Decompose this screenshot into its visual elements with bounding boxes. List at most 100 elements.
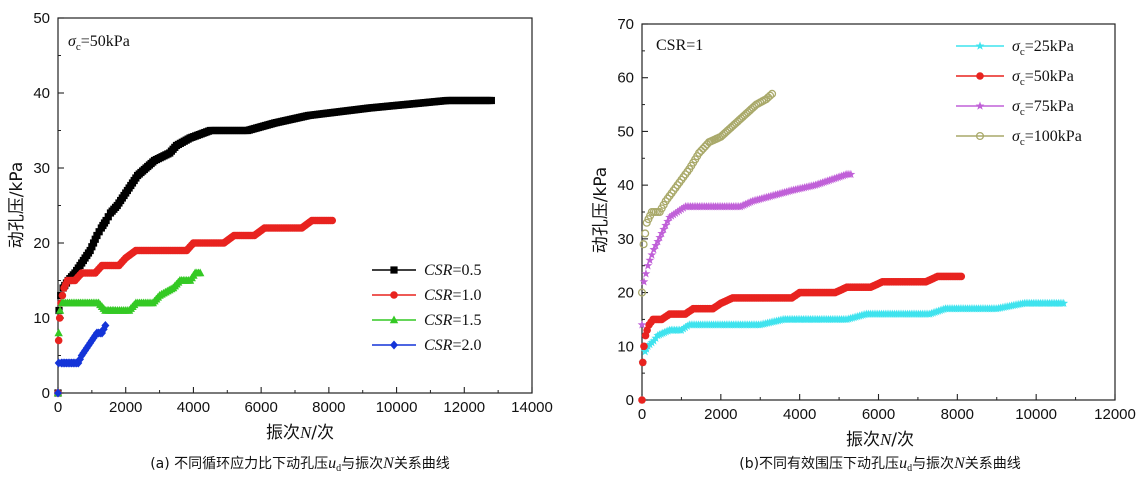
- data-point: [637, 320, 647, 329]
- x-tick-label: 6000: [244, 399, 277, 416]
- legend-label: CSR=1.5: [424, 312, 481, 329]
- legend-label: CSR=2.0: [424, 337, 481, 354]
- x-tick-label: 14000: [511, 399, 553, 416]
- y-tick-label: 60: [617, 70, 634, 87]
- data-point: [89, 239, 98, 247]
- x-tick-label: 8000: [312, 399, 345, 416]
- y-tick-label: 10: [617, 338, 634, 355]
- legend-marker: [976, 72, 984, 80]
- data-point: [639, 277, 649, 286]
- series-1: [54, 216, 337, 397]
- data-point: [677, 325, 686, 334]
- data-point: [639, 240, 648, 249]
- legend-marker: [390, 291, 398, 299]
- x-axis-label: 振次N/次: [846, 430, 914, 450]
- data-point: [682, 321, 692, 330]
- legend-item: σc=100kPa: [956, 128, 1082, 148]
- data-point: [665, 212, 674, 222]
- y-axis-label: 动孔压/kPa: [7, 162, 27, 248]
- legend-label: CSR=1.0: [424, 287, 481, 304]
- series-2: [637, 169, 856, 329]
- legend-label: σc=25kPa: [1012, 38, 1074, 58]
- data-point: [651, 240, 661, 250]
- data-point: [653, 236, 663, 246]
- data-point: [669, 210, 678, 219]
- x-tick-label: 10000: [376, 399, 418, 416]
- figure-caption: (a) 不同循环应力比下动孔压ud与振次N关系曲线: [150, 455, 450, 474]
- x-tick-label: 6000: [862, 406, 895, 423]
- legend-label: σc=100kPa: [1012, 128, 1082, 148]
- data-point: [766, 91, 775, 100]
- data-point: [54, 328, 63, 337]
- legend-item: σc=25kPa: [956, 38, 1074, 58]
- data-point: [667, 211, 676, 220]
- data-point: [104, 213, 112, 221]
- data-point: [58, 291, 67, 300]
- x-tick-label: 4000: [783, 406, 816, 423]
- data-point: [101, 321, 110, 330]
- legend-marker: [390, 266, 398, 274]
- condition-annotation: σc=50kPa: [68, 33, 130, 53]
- data-point: [675, 206, 684, 215]
- x-tick-label: 0: [638, 406, 646, 423]
- chart-panel-b: 0 2000 4000 6000 8000 10000 12000 0 10 20 30 40 50 60…: [591, 16, 1136, 450]
- data-point: [647, 250, 657, 259]
- data-point: [88, 243, 96, 251]
- data-point: [673, 207, 682, 216]
- data-point: [638, 358, 647, 367]
- data-point: [659, 224, 669, 234]
- legend-marker: [975, 41, 985, 50]
- data-point: [679, 203, 688, 212]
- legend-marker: [389, 315, 399, 324]
- data-point: [95, 228, 103, 236]
- series-0: [637, 298, 1069, 404]
- x-tick-label: 2000: [704, 406, 737, 423]
- data-point: [846, 169, 856, 179]
- data-point: [957, 272, 966, 281]
- data-point: [55, 306, 65, 314]
- chart-panel-a: 0 2000 4000 6000 8000 10000 12000 14000 0 10 20 30 4…: [7, 10, 553, 443]
- data-point: [645, 255, 655, 265]
- legend-label: CSR=0.5: [424, 262, 481, 279]
- y-tick-label: 40: [617, 177, 634, 194]
- legend-item: σc=50kPa: [956, 68, 1074, 88]
- data-point: [655, 232, 665, 242]
- data-point: [643, 261, 653, 270]
- legend-marker: [975, 101, 985, 110]
- y-axis-label: 动孔压/kPa: [591, 167, 611, 253]
- data-point: [677, 204, 686, 214]
- data-point: [661, 220, 671, 230]
- data-point: [54, 336, 63, 345]
- legend-item: CSR=0.5: [372, 262, 481, 279]
- y-tick-label: 40: [33, 85, 50, 102]
- y-tick-label: 20: [33, 235, 50, 252]
- data-point: [55, 314, 64, 322]
- data-point: [637, 288, 647, 297]
- data-point: [680, 322, 690, 332]
- data-point: [663, 216, 672, 226]
- x-tick-label: 12000: [1094, 406, 1136, 423]
- legend-item: σc=75kPa: [956, 98, 1074, 118]
- y-tick-label: 30: [33, 160, 50, 177]
- y-tick-label: 20: [617, 285, 634, 302]
- data-point: [641, 229, 650, 238]
- y-tick-label: 0: [626, 392, 634, 409]
- legend-marker: [975, 131, 985, 141]
- series-1: [638, 272, 966, 404]
- legend-item: CSR=1.5: [372, 312, 481, 329]
- y-tick-label: 50: [617, 123, 634, 140]
- data-point: [86, 246, 94, 255]
- x-tick-label: 10000: [1015, 406, 1057, 423]
- x-tick-label: 8000: [941, 406, 974, 423]
- data-point: [649, 245, 659, 254]
- x-tick-label: 2000: [109, 399, 142, 416]
- data-point: [679, 324, 688, 333]
- series-3: [637, 89, 777, 297]
- series-3: [54, 321, 110, 398]
- y-tick-label: 0: [42, 385, 50, 402]
- data-point: [1059, 298, 1069, 308]
- x-axis-label: 振次N/次: [266, 423, 334, 443]
- legend-item: CSR=2.0: [372, 337, 481, 354]
- legend-label: σc=75kPa: [1012, 98, 1074, 118]
- data-point: [768, 89, 777, 98]
